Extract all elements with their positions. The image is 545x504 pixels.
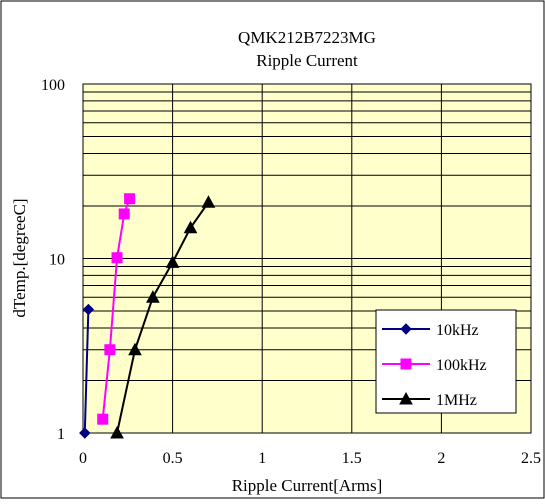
data-point-square <box>111 252 123 264</box>
chart-subtitle: Ripple Current <box>256 51 358 70</box>
legend-box <box>375 309 517 414</box>
y-tick-label: 100 <box>41 77 65 94</box>
legend-label: 10kHz <box>436 322 479 339</box>
data-point-triangle <box>146 290 160 303</box>
data-point-triangle <box>399 391 413 405</box>
tick-labels: 0 0.5 1 1.5 2 2.5 1 10 100 <box>41 77 541 467</box>
y-axis-label: dTemp.[degreeC] <box>10 198 29 317</box>
legend: 10kHz 100kHz 1MHz <box>375 309 517 414</box>
legend-label: 1MHz <box>436 392 477 409</box>
data-point-diamond <box>400 323 412 335</box>
data-point-diamond <box>82 303 95 316</box>
x-tick-label: 2.5 <box>521 450 541 467</box>
data-point-square <box>97 413 109 425</box>
x-tick-label: 0 <box>79 450 87 467</box>
data-point-square <box>104 344 116 356</box>
series-layer <box>79 193 216 439</box>
legend-label: 100kHz <box>436 357 487 374</box>
data-point-diamond <box>79 427 91 439</box>
series-line <box>83 309 90 434</box>
legend-items: 10kHz 100kHz 1MHz <box>382 322 487 409</box>
chart-title: QMK212B7223MG <box>238 28 376 47</box>
x-tick-label: 0.5 <box>163 450 183 467</box>
x-axis-label: Ripple Current[Arms] <box>232 476 383 495</box>
data-point-square <box>118 208 130 220</box>
data-point-square <box>400 358 412 370</box>
data-point-triangle <box>201 195 216 208</box>
data-point-triangle <box>128 342 142 356</box>
data-point-square <box>124 193 136 205</box>
x-tick-label: 1.5 <box>342 450 362 467</box>
x-tick-label: 1 <box>258 450 266 467</box>
data-point-triangle <box>165 255 180 268</box>
y-tick-label: 10 <box>49 252 65 269</box>
series-line <box>116 201 210 434</box>
data-point-triangle <box>110 425 124 439</box>
x-tick-label: 2 <box>437 450 445 467</box>
data-point-triangle <box>183 220 198 234</box>
y-tick-label: 1 <box>57 426 65 443</box>
